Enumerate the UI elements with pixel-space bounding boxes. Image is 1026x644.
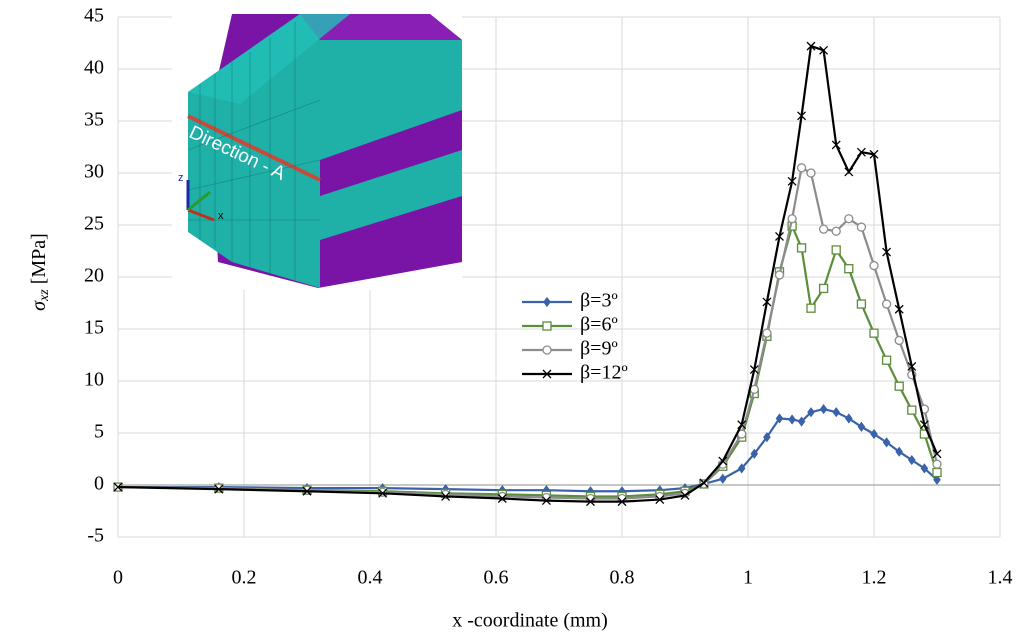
y-tick-label: -5	[87, 525, 104, 547]
marker	[857, 223, 865, 231]
x-axis-title: x -coordinate (mm)	[452, 610, 608, 632]
y-tick-label: 35	[84, 109, 104, 131]
marker	[933, 469, 941, 477]
x-tick-label: 0.4	[358, 567, 383, 589]
marker	[821, 405, 827, 413]
marker	[858, 423, 864, 431]
marker	[543, 346, 551, 354]
y-axis-title: σxz[MPa]	[28, 233, 53, 311]
x-tick-label: 1.4	[988, 567, 1013, 589]
chart: Direction - A z x x -coordinate (mm) σxz…	[0, 0, 1026, 639]
marker	[807, 304, 815, 312]
legend-label: β=12º	[580, 362, 628, 384]
y-tick-label: 10	[84, 369, 104, 391]
y-tick-label: 5	[94, 421, 104, 443]
marker	[776, 271, 784, 279]
marker	[870, 329, 878, 337]
marker	[895, 382, 903, 390]
marker	[543, 322, 551, 330]
marker	[883, 300, 891, 308]
marker	[720, 475, 726, 483]
marker	[845, 168, 853, 176]
marker	[820, 225, 828, 233]
y-tick-label: 15	[84, 317, 104, 339]
x-tick-label: 1.2	[862, 567, 887, 589]
x-tick-label: 0.2	[232, 567, 257, 589]
marker	[846, 414, 852, 422]
marker	[789, 415, 795, 423]
marker	[807, 169, 815, 177]
marker	[857, 300, 865, 308]
x-tick-label: 0.6	[484, 567, 509, 589]
legend-label: β=9º	[580, 338, 618, 360]
marker	[833, 408, 839, 416]
legend-label: β=3º	[580, 290, 618, 312]
x-tick-label: 1	[743, 567, 753, 589]
y-tick-label: 45	[84, 5, 104, 27]
marker	[908, 406, 916, 414]
inset-axis-label: z	[178, 172, 184, 184]
marker	[544, 298, 550, 306]
marker	[788, 215, 796, 223]
marker	[845, 265, 853, 273]
series-line	[118, 409, 937, 491]
marker	[871, 430, 877, 438]
y-tick-label: 40	[84, 57, 104, 79]
y-tick-label: 25	[84, 213, 104, 235]
marker	[845, 215, 853, 223]
marker	[763, 329, 771, 337]
y-tick-label: 20	[84, 265, 104, 287]
marker	[933, 460, 941, 468]
marker	[883, 356, 891, 364]
inset-axis-label: x	[218, 210, 224, 222]
y-tick-label: 30	[84, 161, 104, 183]
marker	[798, 164, 806, 172]
marker	[832, 246, 840, 254]
x-tick-label: 0	[113, 567, 123, 589]
x-tick-label: 0.8	[610, 567, 635, 589]
inset-figure: Direction - A z x	[172, 12, 462, 290]
y-axis-unit: [MPa]	[28, 233, 50, 284]
y-tick-label: 0	[94, 473, 104, 495]
marker	[832, 227, 840, 235]
marker	[895, 336, 903, 344]
marker	[820, 284, 828, 292]
marker	[798, 244, 806, 252]
marker	[870, 262, 878, 270]
marker	[909, 456, 915, 464]
legend-label: β=6º	[580, 314, 618, 336]
y-axis-subscript: xz	[37, 289, 52, 302]
